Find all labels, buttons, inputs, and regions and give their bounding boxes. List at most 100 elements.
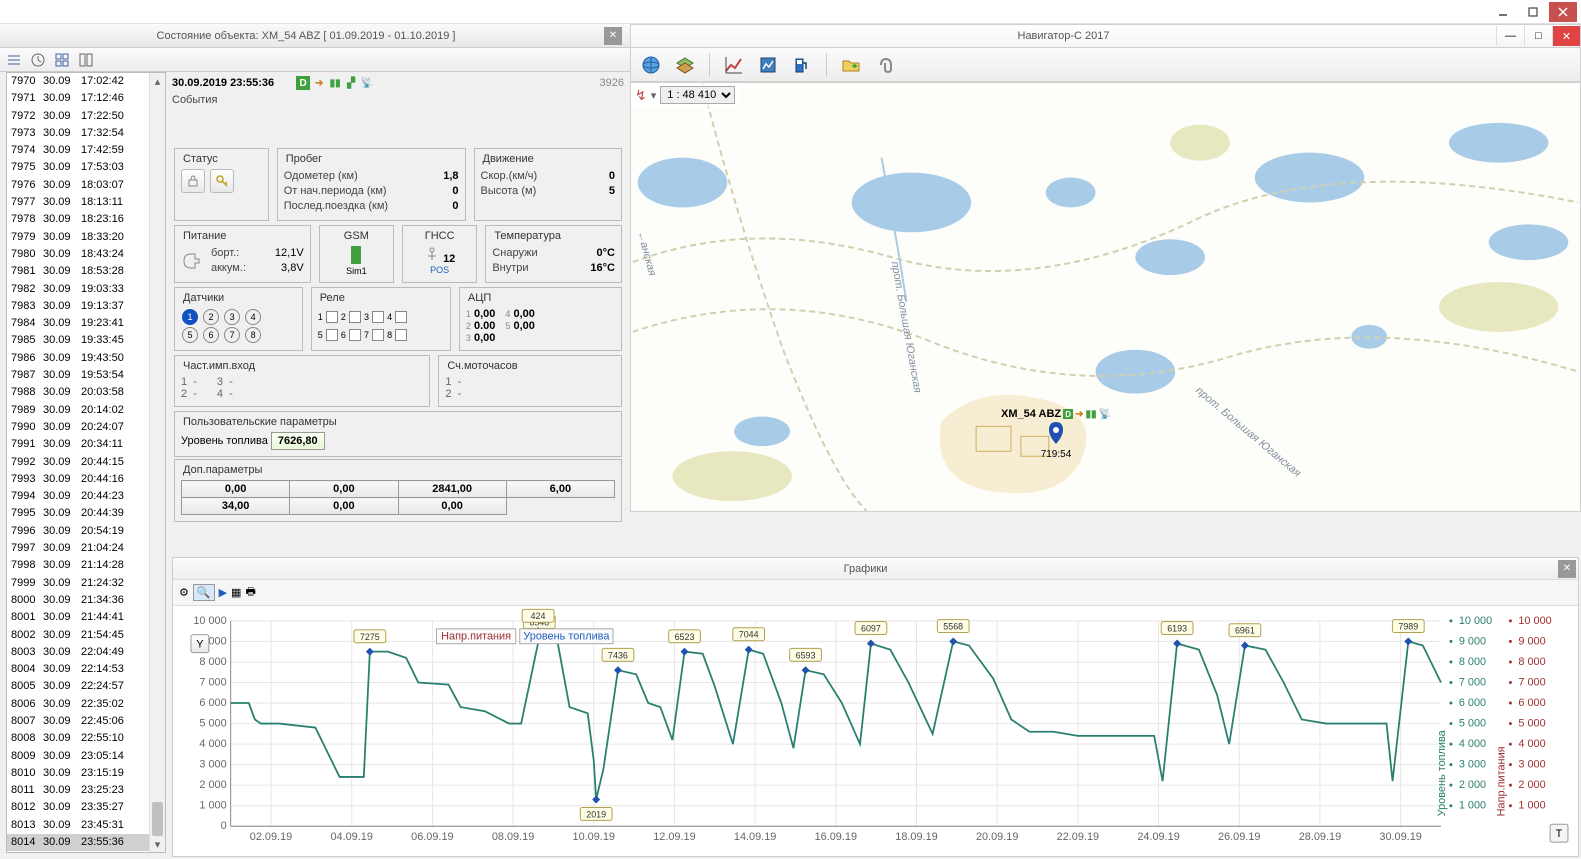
- event-row[interactable]: 798630.0919:43:50: [7, 350, 165, 367]
- relay-8[interactable]: [395, 329, 407, 341]
- layers-icon[interactable]: [671, 51, 699, 79]
- chart-panel: Графики ✕ ⚙ 🔍 ▶ ▦ 🖶 1 0002 0003 0004 000…: [172, 557, 1579, 857]
- list-icon[interactable]: [4, 50, 24, 70]
- event-row[interactable]: 798130.0918:53:28: [7, 263, 165, 280]
- grid-icon[interactable]: [52, 50, 72, 70]
- event-row[interactable]: 800130.0921:44:41: [7, 609, 165, 626]
- event-row[interactable]: 800330.0922:04:49: [7, 644, 165, 661]
- relay-2[interactable]: [349, 311, 361, 323]
- scroll-thumb[interactable]: [152, 802, 163, 836]
- event-row[interactable]: 800230.0921:54:45: [7, 627, 165, 644]
- folder-icon[interactable]: [837, 51, 865, 79]
- chart-print-icon[interactable]: 🖶: [245, 583, 255, 602]
- event-row[interactable]: 798330.0919:13:37: [7, 298, 165, 315]
- event-row[interactable]: 801130.0923:25:23: [7, 782, 165, 799]
- event-row[interactable]: 800430.0922:14:53: [7, 661, 165, 678]
- map-marker[interactable]: XM_54 ABZ D ➜ ▮▮ 📡 719:54: [1001, 408, 1111, 460]
- vector-icon[interactable]: ↯: [635, 87, 647, 104]
- event-row[interactable]: 801030.0923:15:19: [7, 765, 165, 782]
- event-row[interactable]: 798030.0918:43:24: [7, 246, 165, 263]
- event-row[interactable]: 799930.0921:24:32: [7, 575, 165, 592]
- event-row[interactable]: 797230.0917:22:50: [7, 108, 165, 125]
- event-row[interactable]: 801230.0923:35:27: [7, 799, 165, 816]
- event-row[interactable]: 798430.0919:23:41: [7, 315, 165, 332]
- event-row[interactable]: 798830.0920:03:58: [7, 384, 165, 401]
- relay-1[interactable]: [326, 311, 338, 323]
- event-row[interactable]: 799430.0920:44:23: [7, 488, 165, 505]
- columns-icon[interactable]: [76, 50, 96, 70]
- map-panel[interactable]: ✕: [630, 82, 1581, 512]
- relay-6[interactable]: [349, 329, 361, 341]
- event-row[interactable]: 797530.0917:53:03: [7, 159, 165, 176]
- event-row[interactable]: 799230.0920:44:15: [7, 454, 165, 471]
- os-close-button[interactable]: [1549, 2, 1577, 22]
- nav-close-button[interactable]: ✕: [1552, 26, 1580, 46]
- chart-line-icon[interactable]: [720, 51, 748, 79]
- relay-3[interactable]: [372, 311, 384, 323]
- chart-play-icon[interactable]: ▶: [219, 586, 227, 599]
- event-row[interactable]: 798730.0919:53:54: [7, 367, 165, 384]
- sensor-8[interactable]: 8: [245, 327, 261, 343]
- event-row[interactable]: 797330.0917:32:54: [7, 125, 165, 142]
- event-row[interactable]: 799630.0920:54:19: [7, 523, 165, 540]
- sensor-1[interactable]: 1: [182, 309, 198, 325]
- event-row[interactable]: 797130.0917:12:46: [7, 90, 165, 107]
- sensor-6[interactable]: 6: [203, 327, 219, 343]
- scroll-down-icon[interactable]: ▾: [150, 836, 165, 852]
- event-row[interactable]: 800830.0922:55:10: [7, 730, 165, 747]
- event-row[interactable]: 799030.0920:24:07: [7, 419, 165, 436]
- event-row[interactable]: 798230.0919:03:33: [7, 281, 165, 298]
- event-row[interactable]: 799830.0921:14:28: [7, 557, 165, 574]
- maximize-button[interactable]: [1519, 2, 1547, 22]
- event-row[interactable]: 797830.0918:23:16: [7, 211, 165, 228]
- map-scale-select[interactable]: 1 : 48 410: [660, 86, 735, 104]
- event-row[interactable]: 797730.0918:13:11: [7, 194, 165, 211]
- attachment-icon[interactable]: [871, 51, 899, 79]
- sensor-5[interactable]: 5: [182, 327, 198, 343]
- sensor-3[interactable]: 3: [224, 309, 240, 325]
- event-scrollbar[interactable]: ▴ ▾: [149, 73, 165, 852]
- event-row[interactable]: 798530.0919:33:45: [7, 332, 165, 349]
- sensor-4[interactable]: 4: [245, 309, 261, 325]
- nav-maximize-button[interactable]: □: [1524, 26, 1552, 46]
- event-row[interactable]: 797630.0918:03:07: [7, 177, 165, 194]
- sensor-2[interactable]: 2: [203, 309, 219, 325]
- relay-7[interactable]: [372, 329, 384, 341]
- sensor-7[interactable]: 7: [224, 327, 240, 343]
- event-list[interactable]: 797030.0917:02:42797130.0917:12:46797230…: [6, 72, 166, 853]
- object-toolbar: [0, 48, 630, 72]
- event-row[interactable]: 799530.0920:44:39: [7, 505, 165, 522]
- report-icon[interactable]: [754, 51, 782, 79]
- event-row[interactable]: 797030.0917:02:42: [7, 73, 165, 90]
- chart-body[interactable]: 1 0002 0003 0004 0005 0006 0007 0008 000…: [173, 606, 1578, 856]
- event-row[interactable]: 800630.0922:35:02: [7, 696, 165, 713]
- relay-5[interactable]: [326, 329, 338, 341]
- nav-minimize-button[interactable]: —: [1496, 26, 1524, 46]
- event-row[interactable]: 800530.0922:24:57: [7, 678, 165, 695]
- fuel-icon[interactable]: [788, 51, 816, 79]
- chart-table-icon[interactable]: ▦: [231, 586, 241, 599]
- event-row[interactable]: 799130.0920:34:11: [7, 436, 165, 453]
- event-row[interactable]: 797930.0918:33:20: [7, 229, 165, 246]
- scroll-up-icon[interactable]: ▴: [150, 73, 165, 89]
- globe-icon[interactable]: [637, 51, 665, 79]
- event-row[interactable]: 799330.0920:44:16: [7, 471, 165, 488]
- clock-icon[interactable]: [28, 50, 48, 70]
- event-row[interactable]: 801430.0923:55:36: [7, 834, 165, 851]
- minimize-button[interactable]: [1489, 2, 1517, 22]
- event-row[interactable]: 801330.0923:45:31: [7, 817, 165, 834]
- chart-settings-icon[interactable]: ⚙: [179, 586, 189, 599]
- chart-zoom-icon[interactable]: 🔍: [193, 584, 215, 601]
- lock-button[interactable]: [181, 169, 205, 193]
- chart-close-button[interactable]: ✕: [1558, 560, 1576, 578]
- relay-4[interactable]: [395, 311, 407, 323]
- event-row[interactable]: 800730.0922:45:06: [7, 713, 165, 730]
- event-row[interactable]: 800030.0921:34:36: [7, 592, 165, 609]
- event-row[interactable]: 798930.0920:14:02: [7, 402, 165, 419]
- event-row[interactable]: 799730.0921:04:24: [7, 540, 165, 557]
- key-button[interactable]: [210, 169, 234, 193]
- event-row[interactable]: 797430.0917:42:59: [7, 142, 165, 159]
- object-close-button[interactable]: ✕: [604, 27, 622, 45]
- event-row[interactable]: 800930.0923:05:14: [7, 748, 165, 765]
- dropdown-indicator-icon[interactable]: ▾: [651, 89, 657, 102]
